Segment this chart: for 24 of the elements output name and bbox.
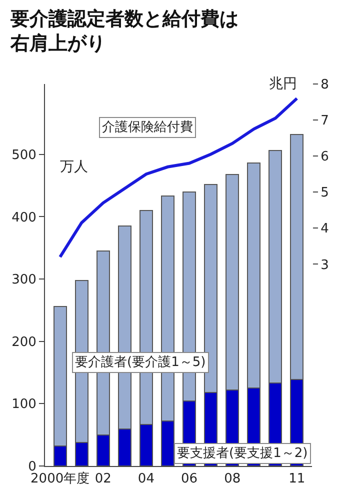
series-label: 要支援者(要支援1～2) bbox=[177, 446, 308, 461]
y2-tick-label: 3 bbox=[320, 258, 329, 273]
x-tick-label: 11 bbox=[288, 472, 306, 487]
x-tick-label: 2000年度 bbox=[30, 470, 90, 487]
y2-tick-label: 7 bbox=[320, 114, 329, 129]
x-tick-label: 08 bbox=[224, 472, 241, 487]
y-tick-label: 300 bbox=[12, 272, 36, 288]
x-tick-label: 04 bbox=[138, 472, 154, 487]
y-axis-title: 万人 bbox=[60, 159, 88, 175]
y2-tick-label: 8 bbox=[320, 78, 329, 93]
y2-axis-title: 兆円 bbox=[269, 76, 297, 92]
x-tick-label: 06 bbox=[180, 472, 198, 487]
line-series bbox=[58, 96, 298, 258]
y-tick-label: 500 bbox=[12, 148, 36, 163]
y-tick-label: 400 bbox=[12, 210, 36, 226]
series-label: 要介護者(要介護1～5) bbox=[75, 355, 206, 370]
y-tick-label: 100 bbox=[12, 397, 36, 412]
chart-title: 要介護認定者数と給付費は右肩上がり bbox=[9, 8, 238, 55]
series-label: 介護保険給付費 bbox=[102, 120, 193, 135]
y2-tick-label: 4 bbox=[320, 222, 329, 237]
y-tick-label: 200 bbox=[12, 334, 36, 350]
y2-tick-label: 5 bbox=[320, 186, 329, 201]
y2-tick-label: 6 bbox=[320, 150, 329, 165]
x-tick-label: 02 bbox=[94, 472, 112, 487]
